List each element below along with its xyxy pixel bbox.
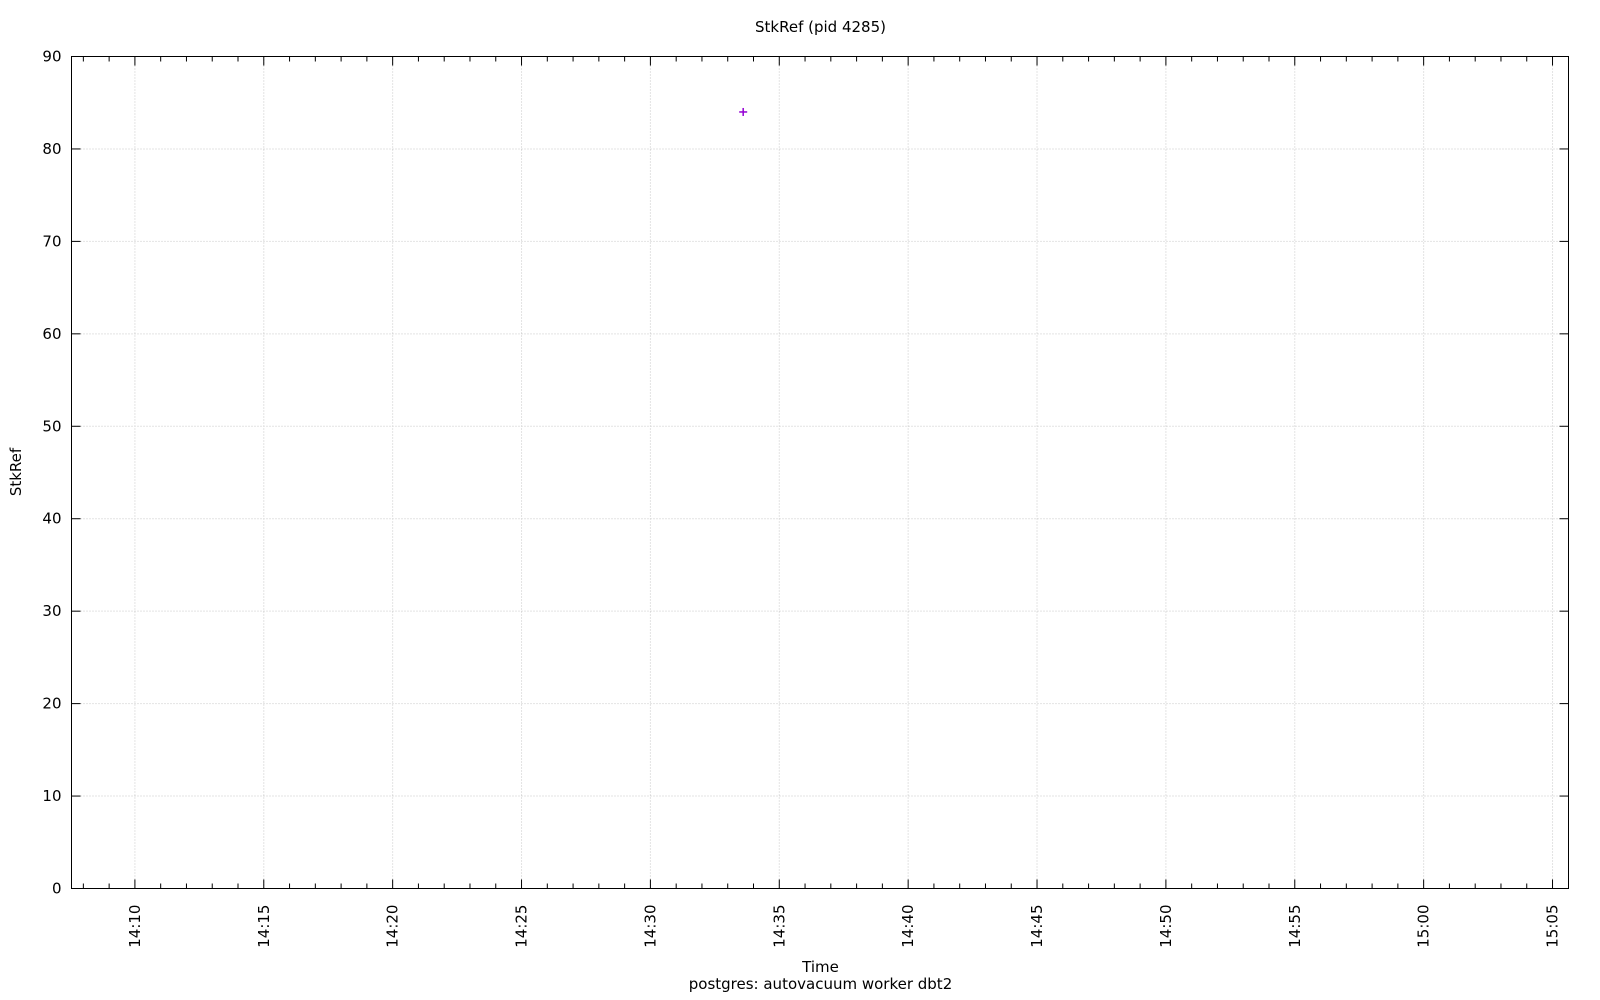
- plot-border: [71, 56, 1569, 889]
- x-tick-label: 14:35: [770, 905, 788, 948]
- y-tick-label: 90: [42, 48, 61, 66]
- x-tick-label: 14:40: [899, 905, 917, 948]
- y-tick-label: 80: [42, 140, 61, 158]
- y-tick-label: 20: [42, 695, 61, 713]
- x-axis-subtitle: postgres: autovacuum worker dbt2: [688, 975, 953, 993]
- x-tick-label: 15:05: [1544, 905, 1562, 948]
- x-tick-label: 14:20: [384, 905, 402, 948]
- y-tick-label: 60: [42, 325, 61, 343]
- x-axis-title: Time: [802, 958, 839, 976]
- x-tick-label: 14:50: [1157, 905, 1175, 948]
- x-tick-label: 14:10: [126, 905, 144, 948]
- x-tick-label: 14:45: [1028, 905, 1046, 948]
- y-tick-label: 50: [42, 417, 61, 435]
- x-tick-label: 14:30: [641, 905, 659, 948]
- y-tick-label: 40: [42, 510, 61, 528]
- x-tick-label: 14:55: [1286, 905, 1304, 948]
- x-tick-label: 15:00: [1415, 905, 1433, 948]
- y-tick-label: 0: [52, 880, 62, 898]
- x-tick-label: 14:15: [255, 905, 273, 948]
- x-tick-label: 14:25: [513, 905, 531, 948]
- y-tick-label: 10: [42, 787, 61, 805]
- y-tick-label: 70: [42, 232, 61, 250]
- y-tick-label: 30: [42, 602, 61, 620]
- chart-title: StkRef (pid 4285): [755, 18, 886, 36]
